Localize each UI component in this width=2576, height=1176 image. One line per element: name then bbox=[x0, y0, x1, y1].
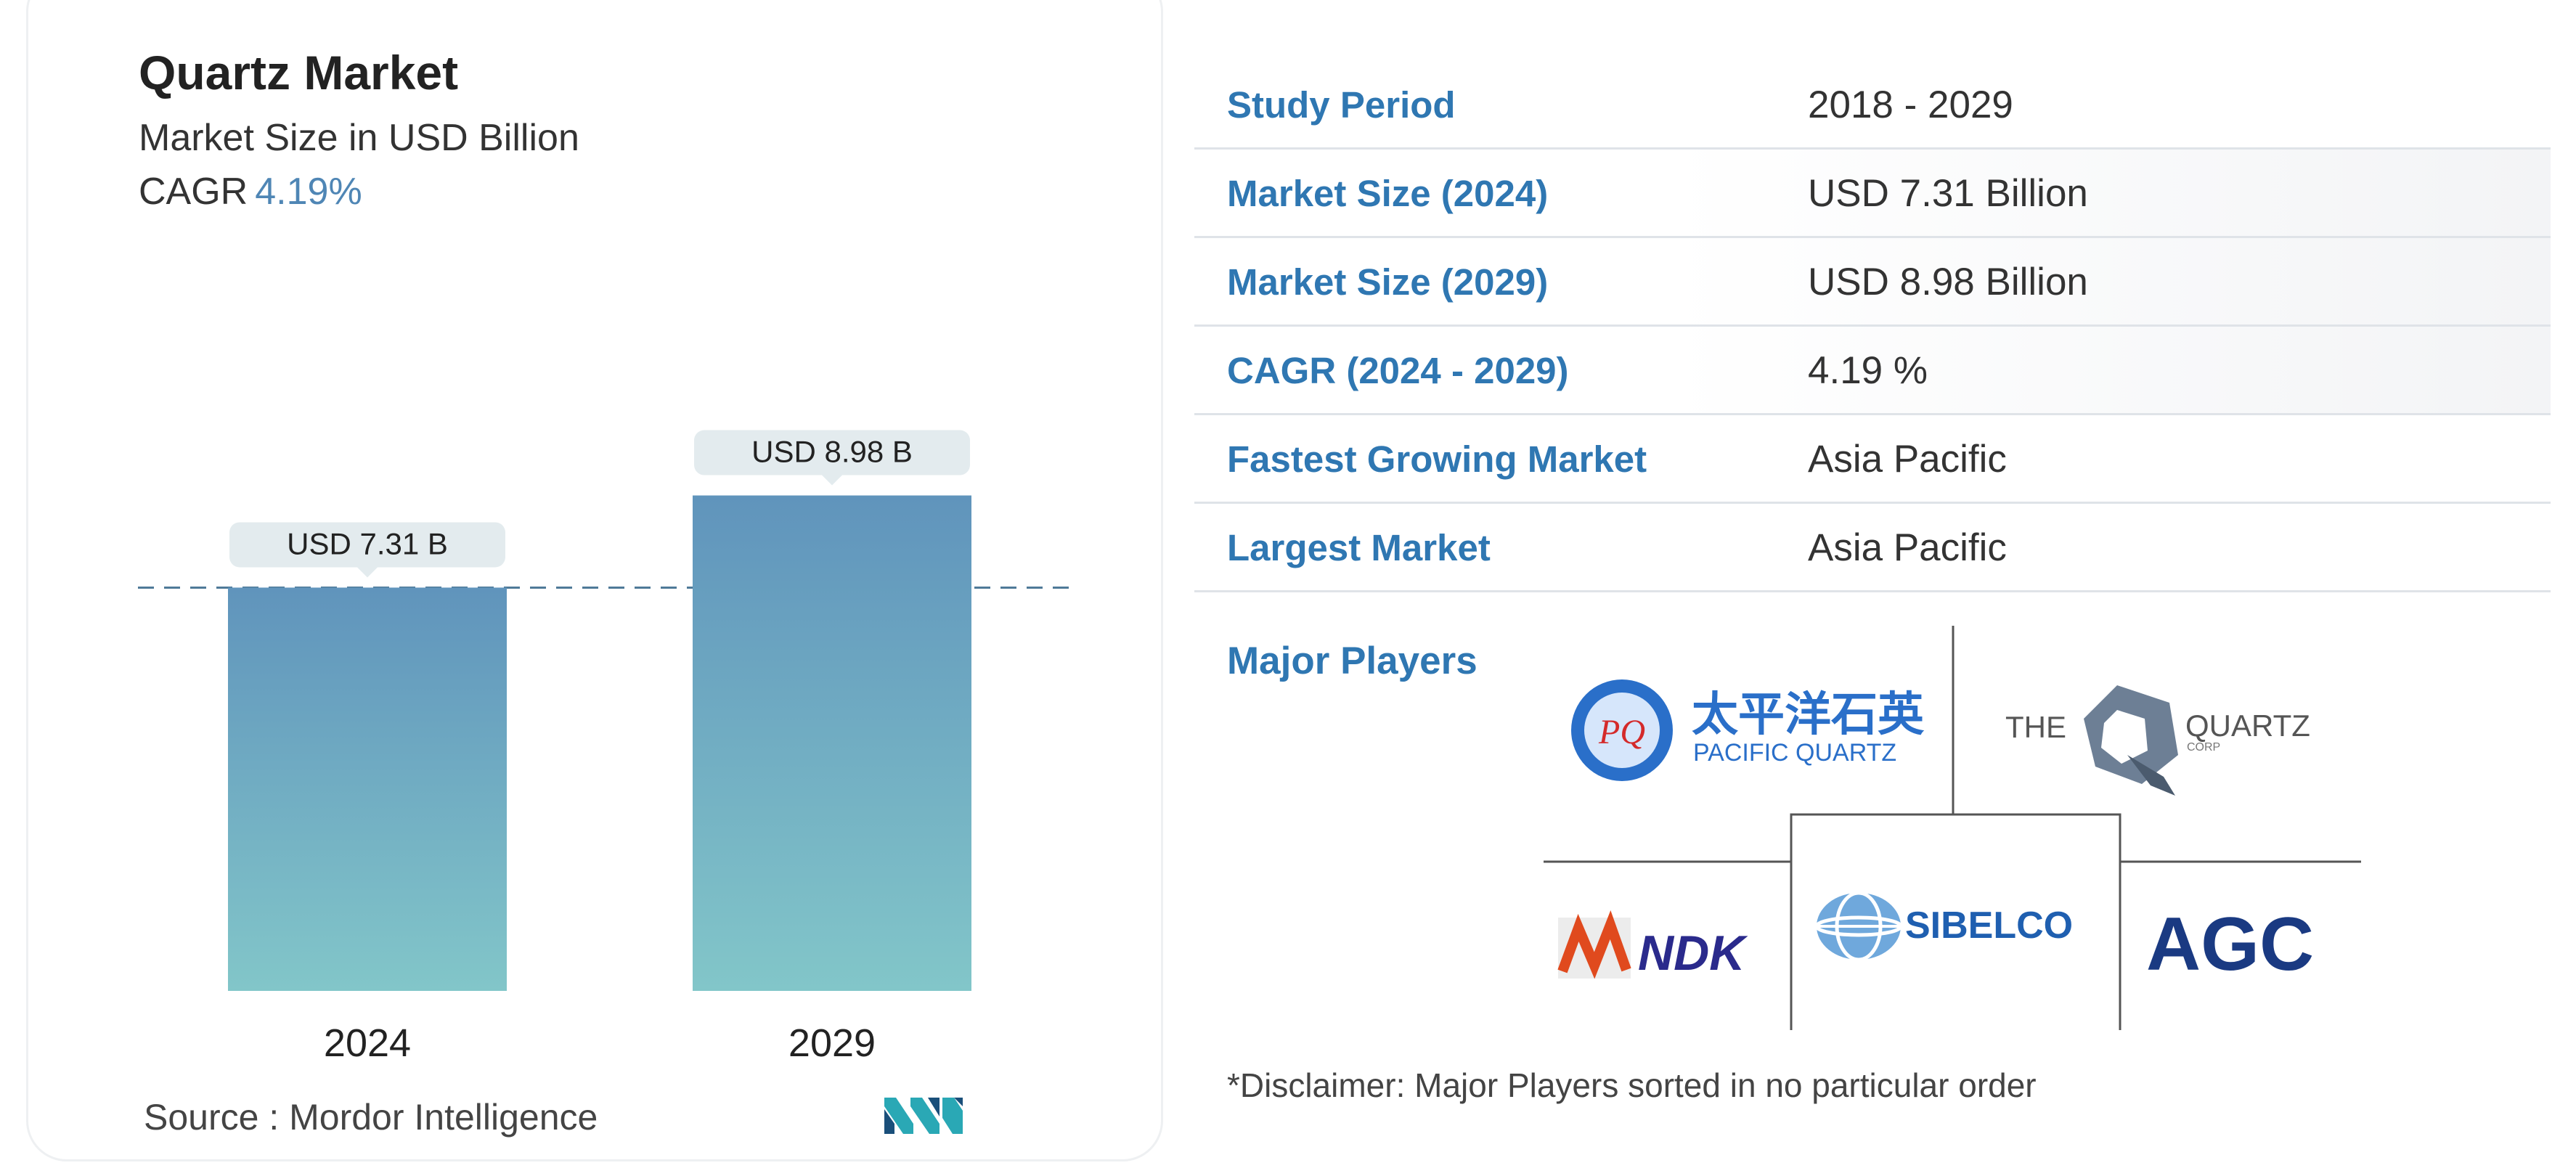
chart-card bbox=[26, 0, 1163, 1161]
chart-title: Quartz Market bbox=[139, 46, 459, 99]
row-label: CAGR (2024 - 2029) bbox=[1227, 350, 1569, 391]
pq-mark: PQ bbox=[1598, 713, 1645, 751]
cagr-label: CAGR bbox=[139, 171, 248, 213]
agc-logo: AGC bbox=[2146, 902, 2314, 987]
agc-text: AGC bbox=[2146, 902, 2314, 987]
cagr-summary: CAGR 4.19% bbox=[139, 170, 362, 213]
bar bbox=[228, 587, 507, 991]
row-label: Largest Market bbox=[1227, 527, 1491, 568]
quartz-corp-quartz: QUARTZ bbox=[2185, 709, 2310, 743]
source-name: Mordor Intelligence bbox=[289, 1097, 598, 1138]
row-label: Market Size (2029) bbox=[1227, 261, 1549, 303]
pq-english-name: PACIFIC QUARTZ bbox=[1693, 739, 1896, 767]
table-row: Largest Market Asia Pacific bbox=[1194, 504, 2551, 592]
row-value: 2018 - 2029 bbox=[1808, 83, 2013, 126]
bar bbox=[693, 495, 971, 991]
grid-divider-mask bbox=[1788, 1030, 2123, 1036]
row-label: Market Size (2024) bbox=[1227, 173, 1549, 214]
pq-chinese-name: 太平洋石英 bbox=[1692, 688, 1925, 742]
chart-subtitle: Market Size in USD Billion bbox=[139, 117, 579, 159]
row-value: 4.19 % bbox=[1808, 349, 1928, 392]
row-label: Fastest Growing Market bbox=[1227, 438, 1647, 480]
data-label: USD 8.98 B bbox=[751, 435, 913, 469]
row-value: Asia Pacific bbox=[1808, 526, 2007, 569]
row-value: USD 8.98 Billion bbox=[1808, 261, 2088, 303]
major-players-label: Major Players bbox=[1227, 640, 1477, 682]
table-row: Market Size (2029) USD 8.98 Billion bbox=[1194, 238, 2551, 327]
cagr-value: 4.19% bbox=[255, 171, 362, 213]
pacific-quartz-logo: PQ 太平洋石英 PACIFIC QUARTZ bbox=[1571, 679, 1925, 781]
row-label: Study Period bbox=[1227, 84, 1456, 126]
quartz-corp-corp: CORP bbox=[2187, 741, 2220, 754]
data-label: USD 7.31 B bbox=[287, 526, 448, 560]
row-value: Asia Pacific bbox=[1808, 438, 2007, 481]
ndk-logo: NDK bbox=[1557, 910, 1748, 981]
table-row: CAGR (2024 - 2029) 4.19 % bbox=[1194, 327, 2551, 415]
disclaimer-text: *Disclaimer: Major Players sorted in no … bbox=[1227, 1066, 2037, 1104]
sibelco-logo: SIBELCO bbox=[1814, 891, 2073, 962]
data-label-pointer bbox=[357, 567, 378, 578]
source-label: Source : bbox=[144, 1097, 280, 1138]
bar-chart: USD 7.31 B 2024 USD 8.98 B 2029 bbox=[138, 430, 1073, 1065]
x-tick-label: 2029 bbox=[788, 1021, 876, 1065]
table-row: Fastest Growing Market Asia Pacific bbox=[1194, 415, 2551, 504]
data-label-bg bbox=[694, 430, 970, 475]
data-label-pointer bbox=[822, 475, 842, 486]
table-row: Market Size (2024) USD 7.31 Billion bbox=[1194, 150, 2551, 238]
row-value: USD 7.31 Billion bbox=[1808, 172, 2088, 215]
the-quartz-corp-logo: THE QUARTZ CORP bbox=[2005, 685, 2310, 796]
table-row: Study Period 2018 - 2029 bbox=[1194, 61, 2551, 150]
x-tick-label: 2024 bbox=[324, 1021, 411, 1065]
quartz-corp-the: THE bbox=[2005, 710, 2066, 744]
mordor-intelligence-logo bbox=[884, 1098, 963, 1134]
data-label-bg bbox=[229, 522, 505, 568]
sibelco-text: SIBELCO bbox=[1905, 905, 2073, 947]
ndk-text: NDK bbox=[1638, 926, 1748, 981]
source-text: Source : Mordor Intelligence bbox=[144, 1096, 598, 1138]
